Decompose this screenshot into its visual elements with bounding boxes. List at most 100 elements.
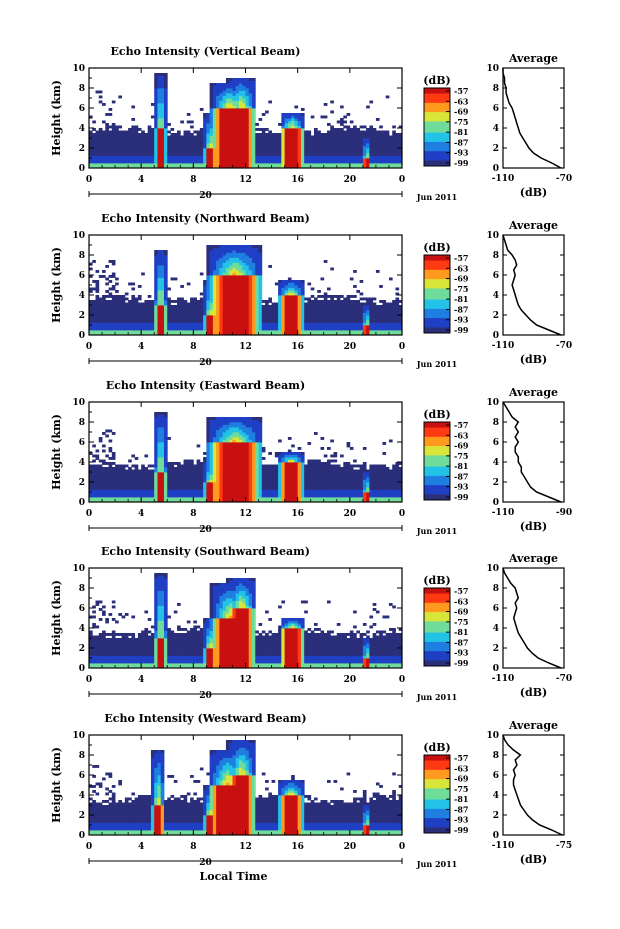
heatmap-cell [300, 125, 305, 129]
heatmap-cell [209, 290, 214, 293]
heatmap-cell [336, 135, 341, 139]
heatmap-cell [323, 103, 328, 106]
heatmap-cell [222, 85, 227, 89]
heatmap-cell [284, 160, 289, 164]
heatmap-cell [102, 462, 106, 465]
heatmap-cell [235, 305, 240, 308]
heatmap-cell [219, 332, 224, 336]
heatmap-cell [118, 135, 122, 139]
heatmap-cell [229, 267, 233, 271]
heatmap-cell [252, 292, 256, 296]
heatmap-cell [238, 113, 243, 116]
heatmap-cell [245, 310, 250, 313]
heatmap-cell [111, 150, 116, 154]
heatmap-cell [340, 305, 344, 308]
heatmap-cell [375, 315, 380, 318]
heatmap-cell [163, 320, 168, 323]
heatmap-cell [102, 143, 106, 146]
heatmap-cell [193, 469, 197, 473]
heatmap-cell [137, 158, 142, 161]
heatmap-cell [225, 302, 230, 306]
heatmap-cell [320, 150, 325, 154]
heatmap-cell [124, 153, 129, 156]
heatmap-cell [274, 153, 279, 156]
heatmap-cell [261, 113, 266, 116]
heatmap-cell [235, 292, 240, 296]
heatmap-cell [258, 282, 263, 286]
heatmap-cell [163, 113, 168, 116]
heatmap-cell [131, 499, 136, 503]
colorbar-segment [424, 318, 450, 321]
heatmap-cell [346, 297, 351, 301]
heatmap-cell [372, 332, 377, 336]
heatmap-cell [92, 327, 96, 331]
heatmap-cell [333, 307, 338, 311]
heatmap-cell [209, 469, 214, 473]
heatmap-cell [89, 140, 93, 144]
heatmap-cell [209, 252, 214, 256]
heatmap-cell [252, 90, 256, 94]
heatmap-cell [108, 477, 113, 480]
heatmap-cell [343, 163, 347, 166]
heatmap-cell [284, 118, 289, 121]
heatmap-cell [209, 459, 214, 463]
heatmap-cell [212, 272, 217, 276]
heatmap-cell [141, 165, 145, 169]
heatmap-cell [304, 150, 308, 154]
heatmap-cell [102, 133, 106, 136]
heatmap-cell [219, 290, 224, 293]
heatmap-cell [235, 320, 240, 323]
heatmap-cell [124, 138, 129, 141]
heatmap-cell [287, 118, 292, 121]
heatmap-cell [222, 252, 227, 256]
heatmap-cell [144, 310, 149, 313]
heatmap-cell [115, 484, 119, 488]
heatmap-cell [252, 140, 256, 144]
heatmap-cell [144, 469, 149, 473]
heatmap-cell [170, 492, 175, 495]
heatmap-cell [131, 150, 136, 154]
heatmap-cell [229, 315, 233, 318]
heatmap-cell [163, 100, 168, 104]
heatmap-cell [167, 479, 171, 483]
heatmap-cell [154, 452, 158, 455]
heatmap-cell [154, 469, 158, 473]
heatmap-cell [193, 153, 197, 156]
heatmap-cell [252, 302, 256, 306]
heatmap-cell [362, 150, 367, 154]
heatmap-cell [219, 165, 224, 169]
heatmap-cell [160, 457, 165, 460]
heatmap-cell [203, 150, 207, 154]
heatmap-cell [359, 143, 364, 146]
heatmap-cell [92, 444, 96, 448]
heatmap-cell [160, 88, 165, 91]
heatmap-cell [258, 315, 263, 318]
heatmap-cell [95, 270, 100, 273]
heatmap-cell [385, 310, 390, 313]
heatmap-cell [300, 160, 305, 164]
heatmap-cell [356, 130, 361, 134]
x-tick-label: 12 [239, 175, 252, 185]
heatmap-cell [336, 130, 341, 134]
heatmap-cell [238, 295, 243, 298]
heatmap-cell [144, 160, 149, 164]
heatmap-cell [92, 287, 96, 291]
heatmap-cell [343, 138, 347, 141]
heatmap-cell [147, 305, 152, 308]
heatmap-cell [131, 130, 136, 134]
heatmap-cell [385, 145, 390, 149]
heatmap-cell [212, 285, 217, 288]
heatmap-cell [203, 457, 207, 460]
heatmap-cell [199, 464, 204, 468]
heatmap-cell [294, 125, 299, 129]
heatmap-cell [238, 90, 243, 94]
heatmap-cell [330, 133, 334, 136]
heatmap-cell [102, 469, 106, 473]
heatmap-cell [294, 150, 299, 154]
heatmap-cell [105, 327, 109, 331]
heatmap-cell [284, 285, 289, 288]
heatmap-cell [124, 464, 129, 468]
heatmap-cell [160, 447, 165, 450]
heatmap-cell [177, 130, 181, 134]
heatmap-cell [242, 272, 246, 276]
